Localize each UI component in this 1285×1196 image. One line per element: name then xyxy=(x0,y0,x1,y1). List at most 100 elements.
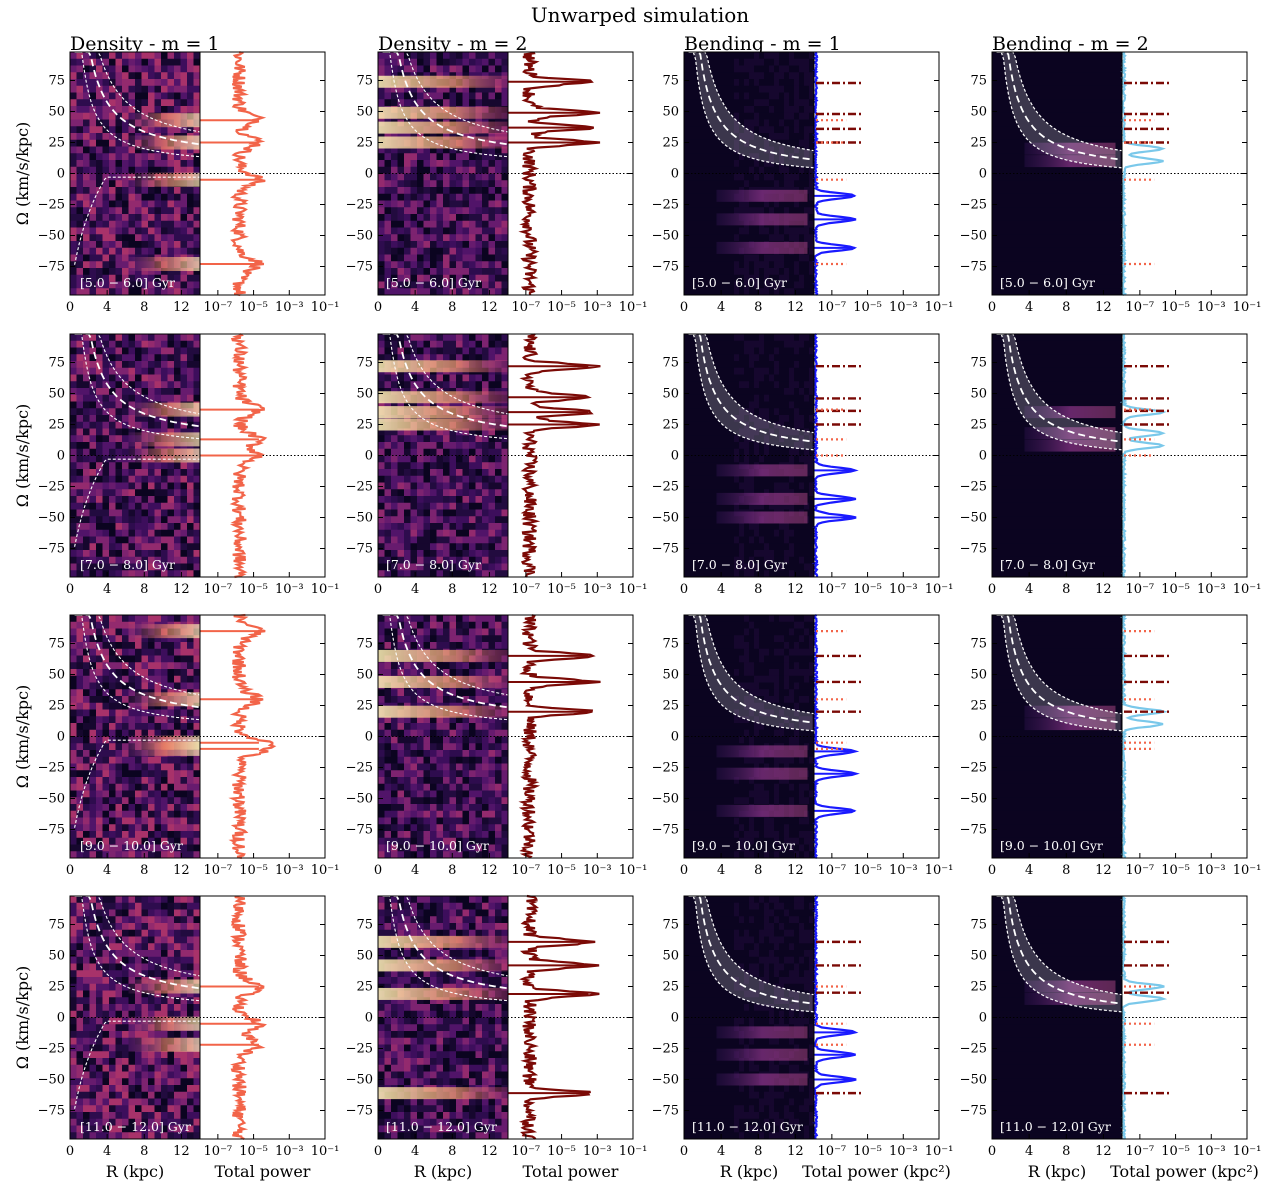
y-tick-label: −50 xyxy=(652,1072,679,1087)
power-tick-label: 10⁻³ xyxy=(583,863,612,878)
y-axis-label: Ω (km/s/kpc) xyxy=(13,404,32,508)
y-tick-label: −50 xyxy=(346,791,373,806)
power-axis-label: Total power (kpc²) xyxy=(802,1162,951,1181)
panel-density-m1-row2: 75 50 25 0 −25 −50 −75 0 4 8 12 10⁻⁷ 10⁻⁵ 10⁻³ 10⁻¹ [9.… xyxy=(13,613,339,878)
x-tick-label: 0 xyxy=(988,582,996,597)
panel-density-m2-row0: 75 50 25 0 −25 −50 −75 0 4 8 12 10⁻⁷ 10⁻⁵ 10⁻³ 10⁻¹ [5.… xyxy=(346,51,648,315)
time-window-label: [9.0 − 10.0] Gyr xyxy=(80,838,183,853)
y-tick-label: −50 xyxy=(346,228,373,243)
y-tick-label: 0 xyxy=(671,167,679,182)
y-tick-label: 75 xyxy=(970,74,987,89)
y-tick-label: −75 xyxy=(960,822,987,837)
heatmap xyxy=(70,615,201,859)
power-profile xyxy=(812,614,864,859)
power-tick-label: 10⁻⁵ xyxy=(239,863,268,878)
heatmap xyxy=(992,334,1123,578)
y-tick-label: −25 xyxy=(960,760,987,775)
x-tick-label: 4 xyxy=(411,1144,419,1159)
y-tick-label: 25 xyxy=(356,699,373,714)
y-tick-label: −25 xyxy=(346,479,373,494)
power-tick-label: 10⁻³ xyxy=(889,863,918,878)
power-tick-label: 10⁻⁵ xyxy=(239,1144,268,1159)
x-tick-label: 12 xyxy=(1095,582,1112,597)
x-tick-label: 0 xyxy=(66,582,74,597)
resonance-curves xyxy=(996,614,1123,732)
y-tick-label: −25 xyxy=(652,760,679,775)
panel-bending-m1-row2: 75 50 25 0 −25 −50 −75 0 4 8 12 10⁻⁷ 10⁻⁵ 10⁻³ 10⁻¹ [9.… xyxy=(652,614,953,878)
panel-bending-m2-row1: 75 50 25 0 −25 −50 −75 0 4 8 12 10⁻⁷ 10⁻⁵ 10⁻³ 10⁻¹ [7.… xyxy=(960,333,1261,597)
x-tick-label: 4 xyxy=(1025,300,1033,315)
y-tick-label: 75 xyxy=(356,356,373,371)
x-tick-label: 4 xyxy=(103,582,111,597)
y-tick-label: −50 xyxy=(652,228,679,243)
heatmap xyxy=(378,52,509,296)
heatmap xyxy=(70,896,201,1140)
panel-density-m2-row3: 75 50 25 0 −25 −50 −75 0 4 8 12 10⁻⁷ 10⁻⁵ 10⁻³ 10⁻¹ [11… xyxy=(346,894,647,1181)
heatmap xyxy=(70,334,201,578)
power-profile xyxy=(1120,614,1172,859)
x-tick-label: 8 xyxy=(754,582,762,597)
y-tick-label: −25 xyxy=(38,197,65,212)
y-tick-label: −50 xyxy=(38,791,65,806)
power-curve xyxy=(1120,895,1168,1140)
panel-bending-m2-row0: 75 50 25 0 −25 −50 −75 0 4 8 12 10⁻⁷ 10⁻⁵ 10⁻³ 10⁻¹ [5.… xyxy=(960,51,1261,315)
panel-density-m1-row3: 75 50 25 0 −25 −50 −75 0 4 8 12 10⁻⁷ 10⁻⁵ 10⁻³ 10⁻¹ [11… xyxy=(13,895,339,1181)
y-tick-label: −25 xyxy=(346,1041,373,1056)
y-tick-label: 0 xyxy=(365,449,373,464)
x-tick-label: 0 xyxy=(374,1144,382,1159)
y-tick-label: −25 xyxy=(960,197,987,212)
x-tick-label: 12 xyxy=(481,1144,498,1159)
x-tick-label: 0 xyxy=(680,1144,688,1159)
time-window-label: [9.0 − 10.0] Gyr xyxy=(692,838,795,853)
resonance-curves xyxy=(688,333,815,451)
power-axis-label: Total power (kpc²) xyxy=(1110,1162,1259,1181)
time-window-label: [7.0 − 8.0] Gyr xyxy=(1000,557,1095,572)
power-tick-label: 10⁻⁷ xyxy=(818,1144,847,1159)
x-tick-label: 4 xyxy=(717,863,725,878)
x-tick-label: 12 xyxy=(1095,300,1112,315)
x-tick-label: 12 xyxy=(173,582,190,597)
y-tick-label: −25 xyxy=(346,760,373,775)
panel-bending-m1-row3: 75 50 25 0 −25 −50 −75 0 4 8 12 10⁻⁷ 10⁻⁵ 10⁻³ 10⁻¹ [11… xyxy=(652,895,953,1181)
x-tick-label: 4 xyxy=(1025,582,1033,597)
x-tick-label: 4 xyxy=(1025,863,1033,878)
x-tick-label: 4 xyxy=(103,863,111,878)
power-tick-label: 10⁻³ xyxy=(889,582,918,597)
y-tick-label: 75 xyxy=(970,637,987,652)
power-curve xyxy=(229,895,267,1141)
y-tick-label: 50 xyxy=(356,668,373,683)
power-curve xyxy=(518,51,601,296)
y-tick-label: −75 xyxy=(38,259,65,274)
y-tick-label: 75 xyxy=(356,918,373,933)
time-window-label: [5.0 − 6.0] Gyr xyxy=(80,275,175,290)
power-tick-label: 10⁻⁵ xyxy=(547,300,576,315)
y-tick-label: −75 xyxy=(652,259,679,274)
y-tick-label: 25 xyxy=(48,980,65,995)
x-tick-label: 0 xyxy=(66,863,74,878)
panel-bending-m2-row3: 75 50 25 0 −25 −50 −75 0 4 8 12 10⁻⁷ 10⁻⁵ 10⁻³ 10⁻¹ [11… xyxy=(960,895,1261,1181)
x-tick-label: 8 xyxy=(140,1144,148,1159)
y-tick-label: 25 xyxy=(356,418,373,433)
y-tick-label: 75 xyxy=(48,74,65,89)
power-tick-label: 10⁻³ xyxy=(1197,1144,1226,1159)
y-tick-label: −50 xyxy=(38,228,65,243)
column-title: Bending - m = 1 xyxy=(684,33,841,55)
x-tick-label: 12 xyxy=(1095,863,1112,878)
y-tick-label: 50 xyxy=(970,668,987,683)
y-tick-label: 0 xyxy=(365,167,373,182)
y-axis-label: Ω (km/s/kpc) xyxy=(13,685,32,789)
power-tick-label: 10⁻¹ xyxy=(619,300,648,315)
y-tick-label: −50 xyxy=(960,791,987,806)
power-profile xyxy=(1120,895,1172,1140)
power-tick-label: 10⁻³ xyxy=(583,582,612,597)
x-tick-label: 8 xyxy=(140,582,148,597)
power-tick-label: 10⁻¹ xyxy=(619,582,648,597)
power-tick-label: 10⁻⁵ xyxy=(1161,300,1190,315)
y-tick-label: −25 xyxy=(652,1041,679,1056)
x-tick-label: 12 xyxy=(481,300,498,315)
y-tick-label: 25 xyxy=(48,699,65,714)
power-tick-label: 10⁻⁵ xyxy=(1161,1144,1190,1159)
power-tick-label: 10⁻⁷ xyxy=(1126,1144,1155,1159)
x-tick-label: 12 xyxy=(173,863,190,878)
panel-bending-m2-row2: 75 50 25 0 −25 −50 −75 0 4 8 12 10⁻⁷ 10⁻⁵ 10⁻³ 10⁻¹ [9.… xyxy=(960,614,1261,878)
